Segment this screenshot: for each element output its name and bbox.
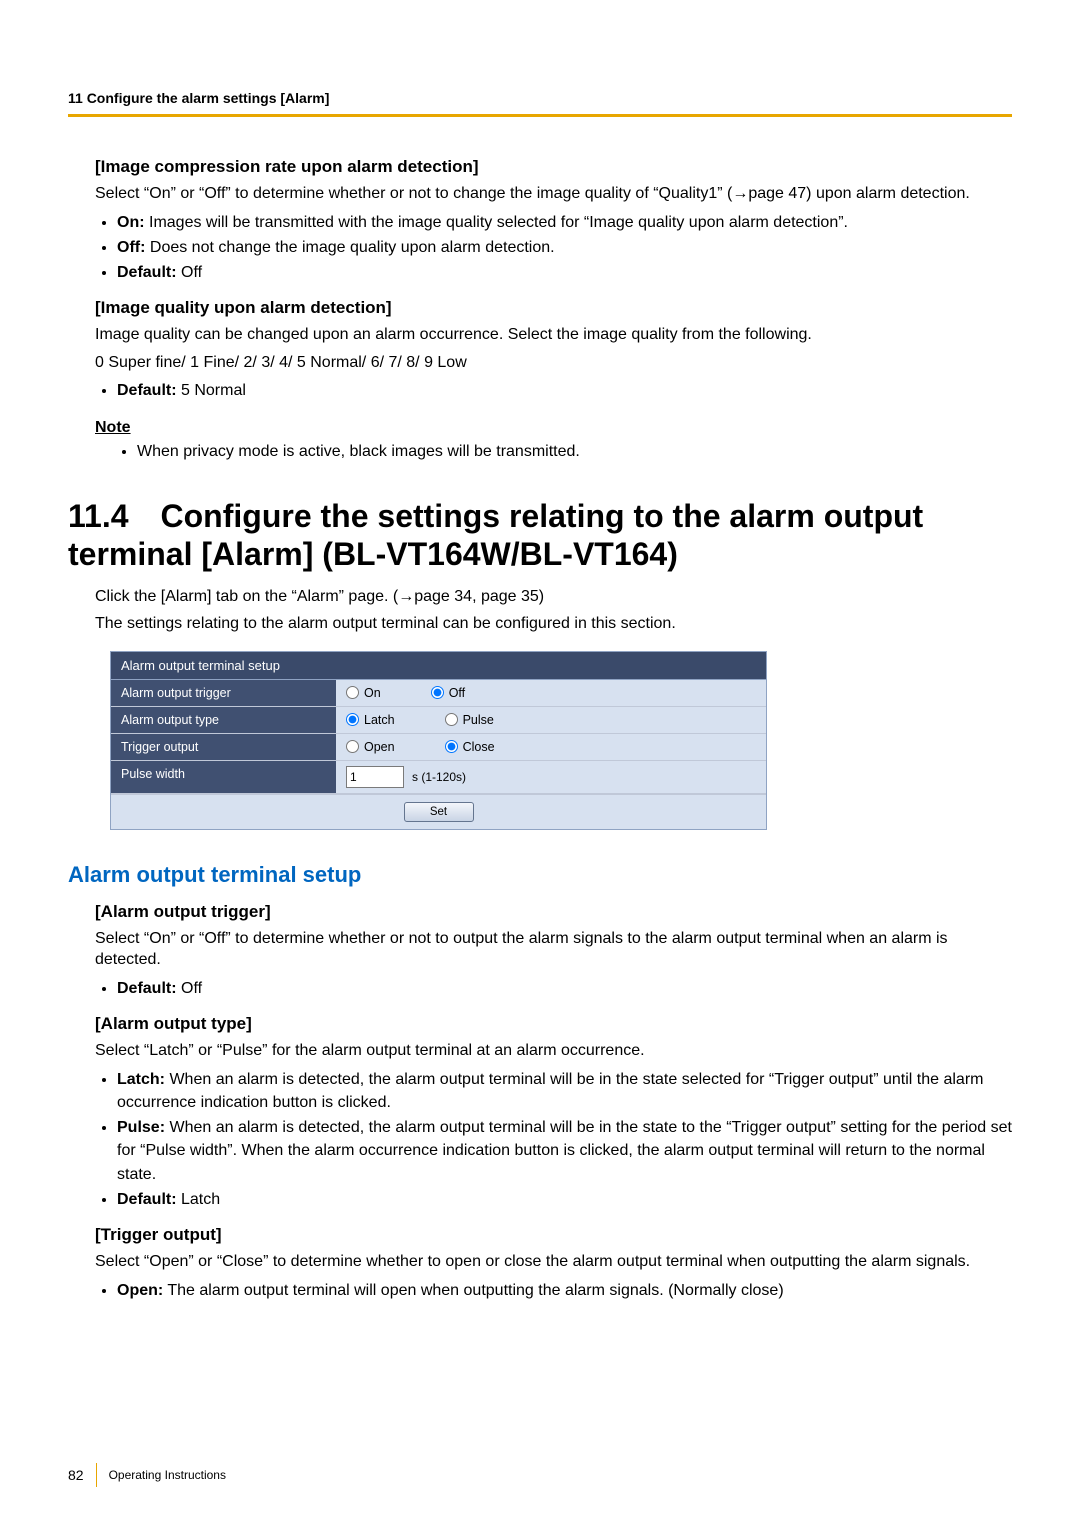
strong-label: Pulse: [117, 1119, 165, 1136]
header-rule [68, 114, 1012, 117]
bullet-list: Latch: When an alarm is detected, the al… [95, 1068, 1012, 1211]
list-item: Default: Off [117, 977, 1012, 1000]
strong-label: Default: [117, 1191, 177, 1208]
row-label: Alarm output type [111, 707, 336, 733]
set-button[interactable]: Set [404, 802, 474, 822]
alarm-output-panel: Alarm output terminal setup Alarm output… [110, 651, 767, 830]
page-number: 82 [68, 1467, 84, 1483]
radio-input[interactable] [346, 713, 359, 726]
list-item: Default: 5 Normal [117, 379, 1012, 402]
strong-label: Off: [117, 239, 145, 256]
radio-input[interactable] [346, 740, 359, 753]
strong-label: Open: [117, 1282, 163, 1299]
radio-trigger-on[interactable]: On [346, 686, 381, 700]
page-footer: 82 Operating Instructions [68, 1463, 226, 1487]
content-body: [Image compression rate upon alarm detec… [68, 157, 1012, 1302]
paragraph: Select “Latch” or “Pulse” for the alarm … [95, 1040, 1012, 1062]
unit-text: s (1-120s) [412, 770, 466, 784]
radio-input[interactable] [346, 686, 359, 699]
bullet-list: On: Images will be transmitted with the … [95, 211, 1012, 285]
list-item: Latch: When an alarm is detected, the al… [117, 1068, 1012, 1114]
text: Images will be transmitted with the imag… [145, 214, 848, 231]
text: Does not change the image quality upon a… [145, 239, 554, 256]
strong-label: Latch: [117, 1071, 165, 1088]
bullet-list: Default: Off [95, 977, 1012, 1000]
heading-alarm-output-type: [Alarm output type] [95, 1014, 1012, 1034]
row-label: Trigger output [111, 734, 336, 760]
bullet-list: Open: The alarm output terminal will ope… [95, 1279, 1012, 1302]
bullet-list: Default: 5 Normal [95, 379, 1012, 402]
radio-input[interactable] [445, 740, 458, 753]
panel-header: Alarm output terminal setup [111, 652, 766, 680]
text: The alarm output terminal will open when… [163, 1282, 783, 1299]
note-list: When privacy mode is active, black image… [95, 441, 1012, 463]
radio-input[interactable] [445, 713, 458, 726]
heading-alarm-output-trigger: [Alarm output trigger] [95, 902, 1012, 922]
radio-label: Latch [364, 713, 395, 727]
radio-label: Close [463, 740, 495, 754]
paragraph: Select “Open” or “Close” to determine wh… [95, 1251, 1012, 1273]
heading-quality: [Image quality upon alarm detection] [95, 298, 1012, 318]
footer-divider [96, 1463, 97, 1487]
radio-label: Open [364, 740, 395, 754]
radio-triggerout-open[interactable]: Open [346, 740, 395, 754]
paragraph: Click the [Alarm] tab on the “Alarm” pag… [95, 586, 1012, 608]
radio-label: Pulse [463, 713, 494, 727]
text: When an alarm is detected, the alarm out… [117, 1119, 1012, 1182]
note-heading: Note [95, 419, 1012, 437]
row-label: Alarm output trigger [111, 680, 336, 706]
text: 5 Normal [177, 382, 246, 399]
blue-heading: Alarm output terminal setup [68, 862, 1012, 888]
list-item: Pulse: When an alarm is detected, the al… [117, 1116, 1012, 1186]
page: 11 Configure the alarm settings [Alarm] … [0, 0, 1080, 1527]
radio-type-pulse[interactable]: Pulse [445, 713, 494, 727]
radio-label: Off [449, 686, 465, 700]
row-value: Open Close [336, 734, 766, 760]
paragraph: Select “On” or “Off” to determine whethe… [95, 928, 1012, 971]
list-item: Open: The alarm output terminal will ope… [117, 1279, 1012, 1302]
row-label: Pulse width [111, 761, 336, 793]
section-title: 11.4 Configure the settings relating to … [68, 497, 1012, 574]
text: When an alarm is detected, the alarm out… [117, 1071, 983, 1111]
text: Latch [177, 1191, 221, 1208]
text: Off [177, 264, 203, 281]
running-head: 11 Configure the alarm settings [Alarm] [68, 90, 1012, 114]
row-value: Latch Pulse [336, 707, 766, 733]
strong-label: Default: [117, 980, 177, 997]
footer-doc-title: Operating Instructions [109, 1468, 226, 1482]
radio-trigger-off[interactable]: Off [431, 686, 465, 700]
radio-triggerout-close[interactable]: Close [445, 740, 495, 754]
strong-label: Default: [117, 382, 177, 399]
panel-footer: Set [111, 794, 766, 829]
paragraph: Image quality can be changed upon an ala… [95, 324, 1012, 346]
radio-input[interactable] [431, 686, 444, 699]
list-item: When privacy mode is active, black image… [137, 441, 1012, 463]
heading-trigger-output: [Trigger output] [95, 1225, 1012, 1245]
list-item: Default: Latch [117, 1188, 1012, 1211]
row-value: s (1-120s) [336, 761, 766, 793]
text: Off [177, 980, 203, 997]
row-pulse-width: Pulse width s (1-120s) [111, 761, 766, 794]
paragraph: The settings relating to the alarm outpu… [95, 613, 1012, 635]
row-trigger-output: Trigger output Open Close [111, 734, 766, 761]
strong-label: Default: [117, 264, 177, 281]
list-item: Default: Off [117, 261, 1012, 284]
radio-label: On [364, 686, 381, 700]
list-item: Off: Does not change the image quality u… [117, 236, 1012, 259]
row-alarm-output-type: Alarm output type Latch Pulse [111, 707, 766, 734]
heading-compression: [Image compression rate upon alarm detec… [95, 157, 1012, 177]
paragraph: 0 Super fine/ 1 Fine/ 2/ 3/ 4/ 5 Normal/… [95, 352, 1012, 374]
radio-type-latch[interactable]: Latch [346, 713, 395, 727]
row-alarm-output-trigger: Alarm output trigger On Off [111, 680, 766, 707]
row-value: On Off [336, 680, 766, 706]
list-item: On: Images will be transmitted with the … [117, 211, 1012, 234]
pulse-width-input[interactable] [346, 766, 404, 788]
strong-label: On: [117, 214, 145, 231]
paragraph: Select “On” or “Off” to determine whethe… [95, 183, 1012, 205]
